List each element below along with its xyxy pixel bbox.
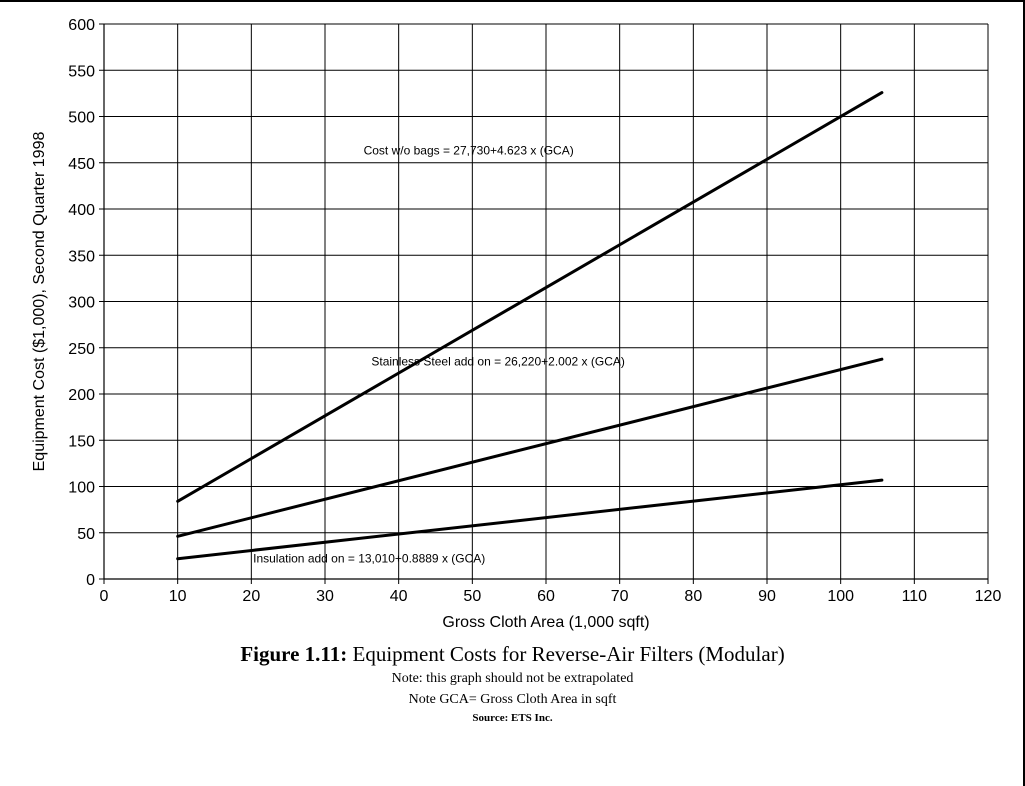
figure-caption: Figure 1.11: Equipment Costs for Reverse… bbox=[0, 640, 1025, 726]
figure-title-line: Figure 1.11: Equipment Costs for Reverse… bbox=[0, 640, 1025, 668]
annotation-1: Cost w/o bags = 27,730+4.623 x (GCA) bbox=[364, 144, 574, 158]
source-credit: Source: ETS Inc. bbox=[472, 712, 553, 724]
annotation-3: Insulation add on = 13,010+0.8889 x (GCA… bbox=[253, 552, 485, 566]
x-tick-label-10: 10 bbox=[169, 588, 187, 605]
note-gca: Note GCA= Gross Cloth Area in sqft bbox=[408, 692, 617, 707]
y-tick-label-0: 0 bbox=[86, 572, 95, 589]
y-tick-label-450: 450 bbox=[68, 156, 95, 173]
y-tick-label-600: 600 bbox=[68, 17, 95, 34]
y-tick-label-500: 500 bbox=[68, 110, 95, 127]
x-tick-label-40: 40 bbox=[390, 588, 408, 605]
series-line-2 bbox=[176, 357, 884, 538]
series-lines bbox=[176, 91, 884, 561]
equation-annotations: Cost w/o bags = 27,730+4.623 x (GCA) Stai… bbox=[253, 144, 625, 566]
annotation-2: Stainless Steel add on = 26,220+2.002 x … bbox=[371, 355, 625, 369]
y-tick-label-100: 100 bbox=[68, 480, 95, 497]
x-tick-label-60: 60 bbox=[537, 588, 555, 605]
x-tick-label-50: 50 bbox=[463, 588, 481, 605]
y-tick-label-300: 300 bbox=[68, 295, 95, 312]
x-tick-label-110: 110 bbox=[902, 588, 928, 605]
frame-right-border bbox=[1023, 0, 1025, 786]
grid-lines bbox=[104, 23, 989, 579]
equipment-cost-chart: 0 10 20 30 40 50 60 70 80 90 100 110 120 0 50 100 150 200… bbox=[31, 17, 1001, 631]
x-tick-label-100: 100 bbox=[827, 588, 854, 605]
x-tick-label-120: 120 bbox=[975, 588, 1002, 605]
figure-title: Equipment Costs for Reverse-Air Filters … bbox=[352, 642, 785, 666]
y-axis-title: Equipment Cost ($1,000), Second Quarter … bbox=[31, 132, 48, 472]
y-tick-label-250: 250 bbox=[68, 341, 95, 358]
y-tick-label-200: 200 bbox=[68, 387, 95, 404]
y-tick-label-50: 50 bbox=[77, 526, 95, 543]
x-tick-label-0: 0 bbox=[100, 588, 109, 605]
note-extrapolation: Note: this graph should not be extrapola… bbox=[391, 671, 634, 686]
x-tick-label-30: 30 bbox=[316, 588, 334, 605]
frame-top-border bbox=[0, 0, 1025, 2]
y-tick-label-150: 150 bbox=[68, 433, 95, 450]
y-tick-label-400: 400 bbox=[68, 202, 95, 219]
x-tick-label-90: 90 bbox=[758, 588, 776, 605]
series-line-3 bbox=[176, 478, 884, 561]
axes bbox=[99, 23, 989, 584]
x-tick-label-20: 20 bbox=[242, 588, 260, 605]
x-axis-title: Gross Cloth Area (1,000 sqft) bbox=[442, 614, 649, 631]
x-tick-label-70: 70 bbox=[611, 588, 629, 605]
figure-label: Figure 1.11: bbox=[240, 642, 348, 666]
series-line-1 bbox=[176, 91, 884, 503]
y-tick-label-550: 550 bbox=[68, 63, 95, 80]
x-tick-label-80: 80 bbox=[684, 588, 702, 605]
tick-labels: 0 10 20 30 40 50 60 70 80 90 100 110 120 0 50 100 150 200… bbox=[68, 17, 1001, 605]
y-tick-label-350: 350 bbox=[68, 248, 95, 265]
